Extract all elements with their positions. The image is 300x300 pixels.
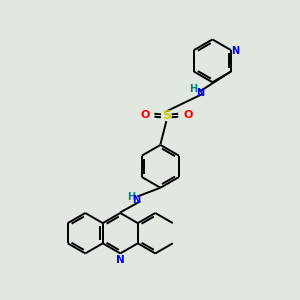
Text: O: O xyxy=(140,110,149,120)
Text: N: N xyxy=(232,46,240,56)
Text: N: N xyxy=(116,255,125,265)
Text: S: S xyxy=(162,109,171,122)
Text: N: N xyxy=(132,195,140,206)
Text: H: H xyxy=(190,84,198,94)
Text: H: H xyxy=(127,191,135,202)
Text: N: N xyxy=(196,88,204,98)
Text: O: O xyxy=(183,110,193,120)
